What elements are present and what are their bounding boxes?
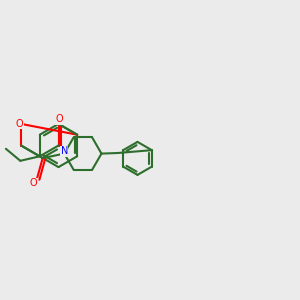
Text: O: O: [30, 178, 38, 188]
Text: O: O: [55, 114, 63, 124]
Text: O: O: [16, 119, 23, 129]
Text: N: N: [61, 146, 68, 156]
